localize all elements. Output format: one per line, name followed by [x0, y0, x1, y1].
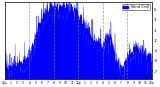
Legend: Wind Chill: Wind Chill	[122, 4, 150, 10]
